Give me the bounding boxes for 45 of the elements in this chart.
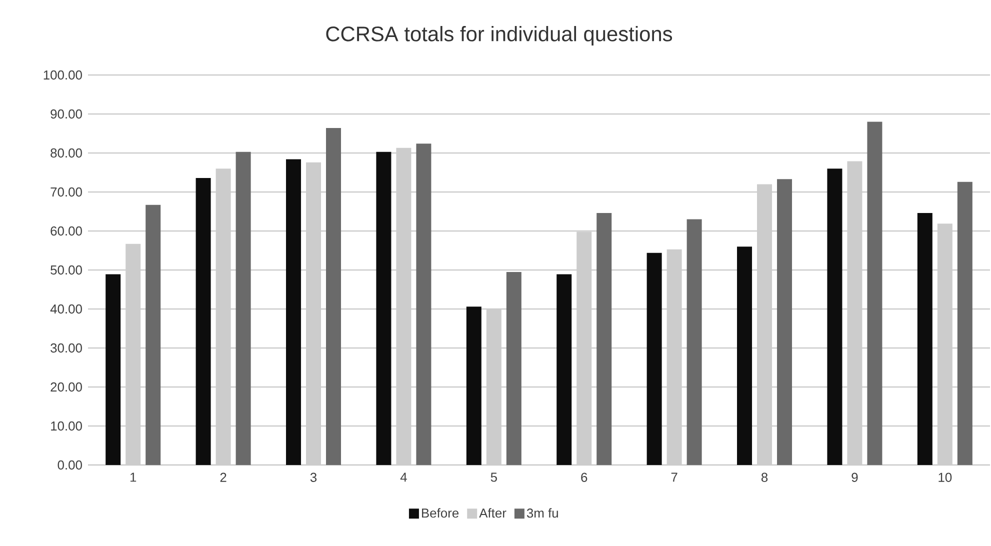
x-tick-label: 1 <box>130 472 136 482</box>
x-tick-label: 6 <box>581 472 588 482</box>
x-tick-label: 10 <box>938 472 952 482</box>
bar <box>106 274 121 465</box>
bar <box>416 144 432 465</box>
y-tick-label: 30.00 <box>50 343 82 353</box>
bar <box>506 272 522 465</box>
bar <box>686 219 702 465</box>
x-tick-label: 9 <box>852 472 858 482</box>
x-tick-label: 8 <box>761 472 768 482</box>
y-tick-label: 10.00 <box>51 421 82 431</box>
bar <box>466 306 482 465</box>
x-tick-label: 3 <box>310 472 317 482</box>
legend-label: Before <box>422 508 459 518</box>
bar <box>737 246 752 465</box>
y-tick-label: 70.00 <box>50 187 82 197</box>
y-tick-label: 40.00 <box>50 304 82 314</box>
y-tick-label: 100.00 <box>44 70 82 80</box>
bar <box>957 182 972 465</box>
bar <box>777 179 792 465</box>
bar <box>196 178 211 465</box>
y-tick-label: 80.00 <box>50 148 82 158</box>
bar <box>867 122 882 465</box>
bar <box>376 152 392 465</box>
bar <box>286 159 302 465</box>
y-tick-label: 50.00 <box>50 265 82 275</box>
x-tick-label: 2 <box>220 472 226 482</box>
bar <box>827 168 842 465</box>
bar <box>326 128 342 465</box>
y-tick-label: 20.00 <box>50 382 82 392</box>
bar <box>917 213 932 465</box>
bar <box>556 274 572 465</box>
chart-title: CCRSA totals for individual questions <box>326 26 672 46</box>
y-tick-label: 60.00 <box>50 226 82 236</box>
x-tick-label: 5 <box>490 472 497 482</box>
bar <box>146 204 161 465</box>
bar <box>596 213 612 465</box>
bar <box>646 252 662 465</box>
legend-label: 3m fu <box>526 508 558 518</box>
x-tick-label: 4 <box>400 472 407 482</box>
legend-label: After <box>479 508 506 518</box>
bar <box>236 152 251 465</box>
x-tick-label: 7 <box>671 472 678 482</box>
y-tick-label: 90.00 <box>50 109 82 119</box>
y-tick-label: 0.00 <box>58 460 82 470</box>
